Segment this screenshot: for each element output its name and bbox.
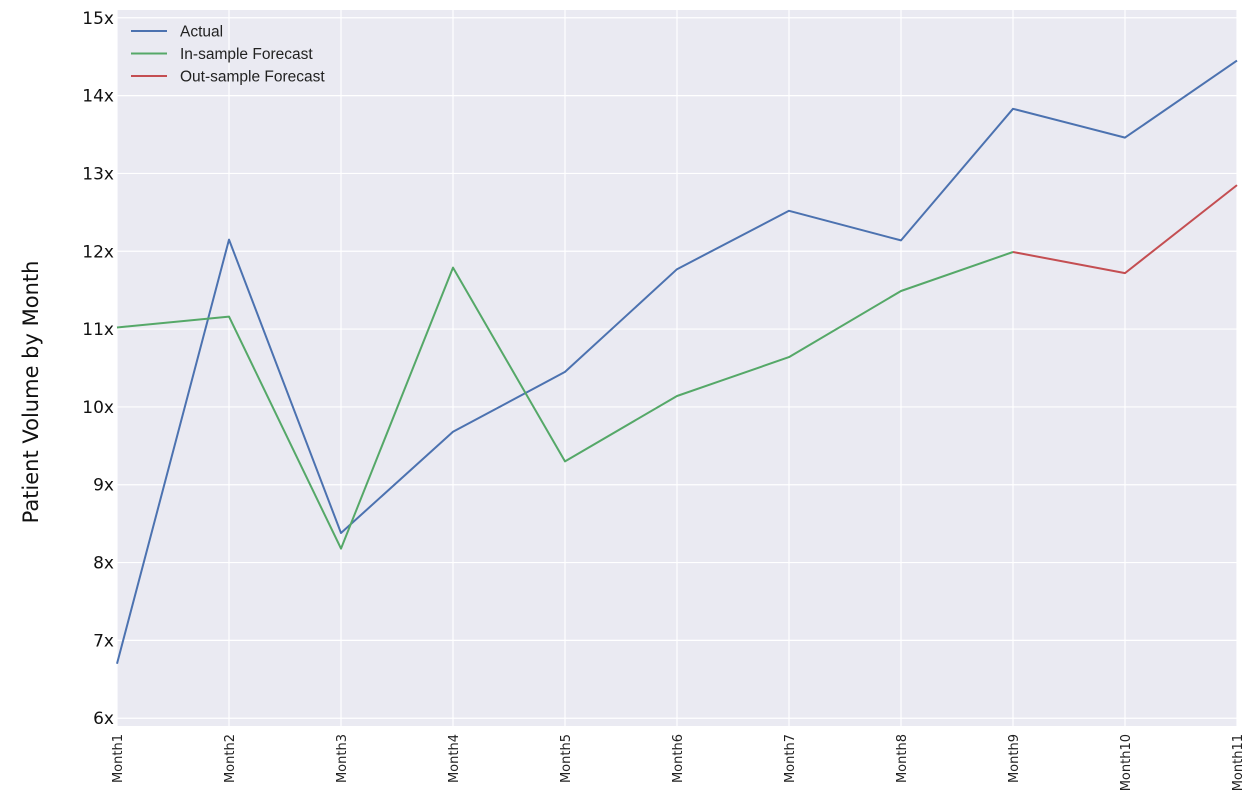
series-line-2 <box>116 251 1014 550</box>
x-tick-label: Month6 <box>671 734 686 783</box>
x-tick-label: Month11 <box>1231 734 1246 791</box>
x-tick-label: Month3 <box>335 734 350 783</box>
y-tick-label: 7x <box>93 631 114 651</box>
y-tick-label: 8x <box>93 554 114 574</box>
y-tick-label: 15x <box>82 9 114 29</box>
x-tick-label: Month5 <box>559 734 574 783</box>
legend: Actual In-sample Forecast Out-sample Forec… <box>131 24 325 86</box>
legend-label-1: Actual <box>180 24 223 41</box>
legend-label-3: Out-sample Forecast <box>180 69 325 86</box>
y-tick-label: 11x <box>82 320 114 340</box>
y-tick-label: 14x <box>82 87 114 107</box>
y-tick-label: 9x <box>93 476 114 496</box>
x-tick-label: Month1 <box>111 734 126 783</box>
y-tick-label: 13x <box>82 164 114 184</box>
y-tick-label: 12x <box>82 242 114 262</box>
x-tick-label: Month10 <box>1119 734 1134 791</box>
y-tick-label: 6x <box>93 709 114 729</box>
y-tick-label: 10x <box>82 398 114 418</box>
y-axis-label: Patient Volume by Month <box>19 261 43 524</box>
grid-lines <box>116 10 1238 726</box>
x-axis-ticks: Month1 Month2 Month3 Month4 Month5 Month6 Mont… <box>111 734 1246 791</box>
series-line-1 <box>116 59 1238 664</box>
series-lines <box>116 59 1238 664</box>
x-tick-label: Month8 <box>895 734 910 783</box>
x-tick-label: Month2 <box>223 734 238 783</box>
legend-label-2: In-sample Forecast <box>180 46 313 63</box>
y-axis-ticks: 6x 7x 8x 9x 10x 11x 12x 13x 14x 15x <box>82 9 114 729</box>
x-tick-label: Month7 <box>783 734 798 783</box>
series-line-3 <box>1012 184 1238 275</box>
x-tick-label: Month9 <box>1007 734 1022 783</box>
x-tick-label: Month4 <box>447 734 462 783</box>
